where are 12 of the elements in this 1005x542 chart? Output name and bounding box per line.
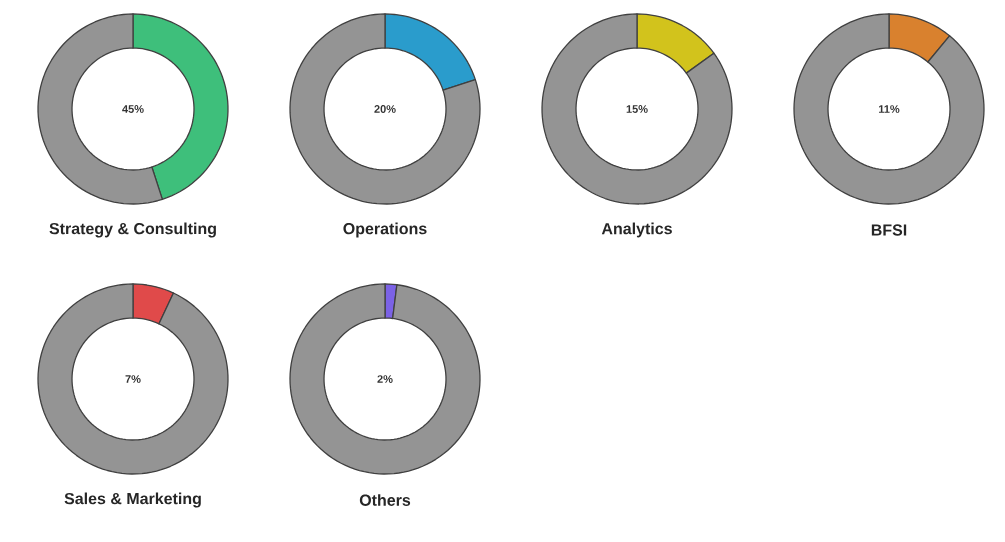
text: Operations (343, 222, 427, 238)
text: BFSI (871, 224, 907, 236)
text: 20% (374, 105, 396, 113)
text: 45% (122, 105, 144, 113)
text: 15% (626, 105, 648, 113)
text: Sales & Marketing (64, 492, 201, 508)
text: Strategy & Consulting (49, 222, 216, 238)
text: 7% (125, 375, 141, 383)
text: Others (359, 494, 411, 506)
text: Analytics (601, 222, 672, 238)
text: 2% (377, 375, 393, 383)
text: 11% (878, 105, 900, 113)
